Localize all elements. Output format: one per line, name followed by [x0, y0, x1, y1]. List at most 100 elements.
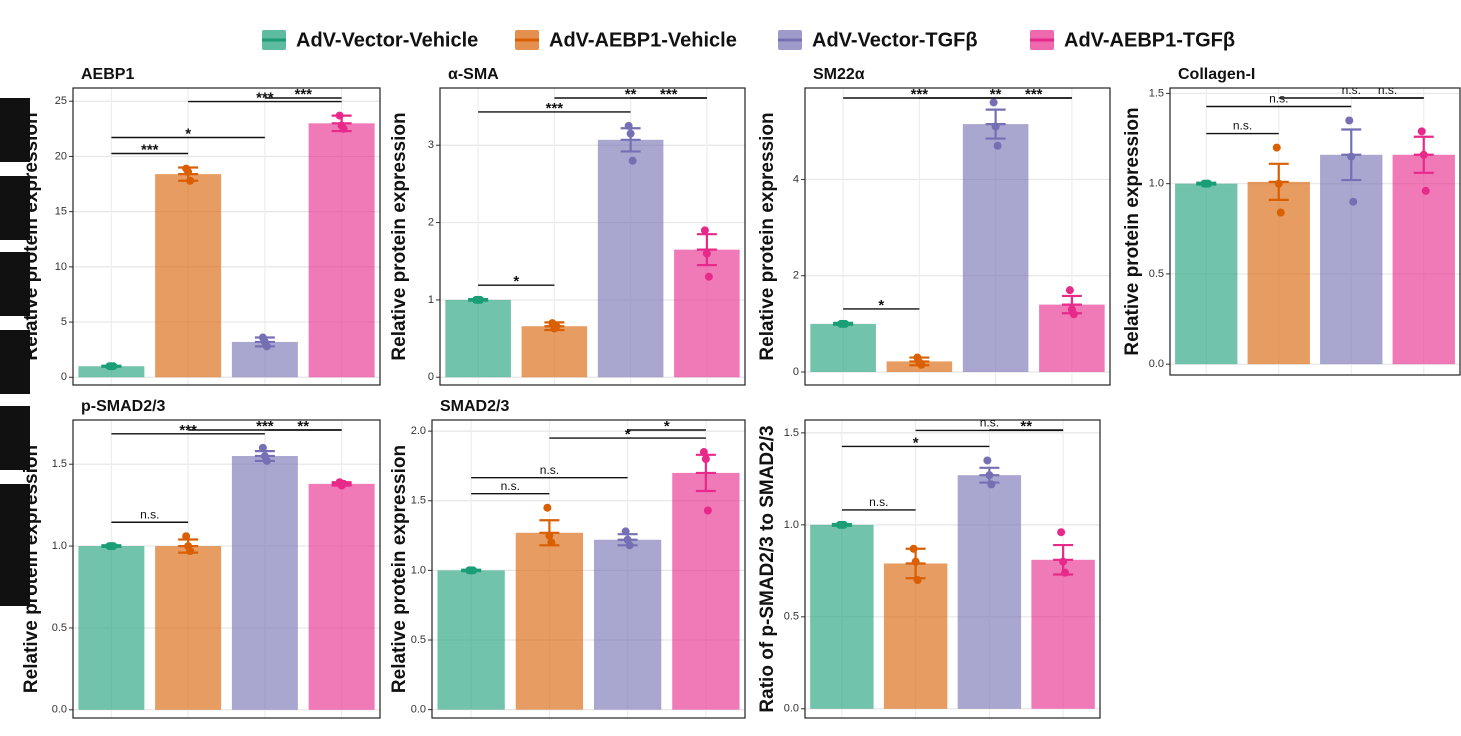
- data-point: [985, 471, 994, 480]
- bar: [597, 139, 664, 378]
- data-point: [109, 542, 118, 551]
- data-point: [543, 503, 552, 512]
- significance-label: *: [878, 297, 884, 314]
- y-tick-label: 2: [793, 270, 799, 282]
- significance-label: **: [1020, 418, 1032, 435]
- data-point: [701, 454, 710, 463]
- legend-label: AdV-Vector-TGFβ: [812, 29, 978, 51]
- data-point: [628, 156, 637, 165]
- significance-label: ***: [1025, 86, 1043, 103]
- significance-label: n.s.: [1233, 119, 1252, 133]
- data-point: [911, 557, 920, 566]
- bar: [521, 326, 588, 378]
- y-tick-label: 0: [793, 366, 799, 378]
- data-point: [339, 124, 348, 133]
- data-point: [1349, 197, 1358, 206]
- legend-label: AdV-AEBP1-TGFβ: [1064, 29, 1235, 51]
- data-point: [704, 272, 713, 281]
- significance-label: n.s.: [1378, 83, 1397, 97]
- data-point: [983, 456, 992, 465]
- panel-title: SM22α: [813, 66, 865, 83]
- plot-frame: [804, 419, 1101, 719]
- edge-bar: [0, 176, 30, 240]
- significance-label: n.s.: [140, 507, 159, 521]
- bar: [810, 524, 874, 709]
- bar: [308, 483, 375, 710]
- y-axis-label: Relative protein expression: [1122, 107, 1143, 355]
- y-tick-label: 0.0: [784, 703, 799, 715]
- data-point: [1419, 150, 1428, 159]
- data-point: [841, 319, 850, 328]
- y-axis-label: Relative protein expression: [21, 445, 42, 693]
- data-point: [469, 566, 478, 575]
- significance-label: n.s.: [980, 416, 999, 430]
- significance-label: ***: [660, 86, 678, 103]
- significance-label: *: [913, 434, 919, 451]
- y-tick-label: 1.0: [52, 540, 67, 552]
- edge-bar: [0, 98, 30, 162]
- y-tick-label: 0.0: [1149, 358, 1164, 370]
- y-tick-label: 4: [793, 173, 799, 185]
- plot-frame: [439, 87, 746, 386]
- data-point: [335, 111, 344, 120]
- bar: [883, 563, 948, 709]
- edge-bar: [0, 484, 30, 606]
- data-point: [991, 122, 1000, 131]
- bar: [445, 299, 511, 378]
- significance-label: ***: [546, 100, 564, 117]
- y-tick-label: 10: [55, 261, 67, 273]
- significance-label: ***: [141, 141, 159, 158]
- data-point: [987, 480, 996, 489]
- y-tick-label: 0.5: [411, 634, 426, 646]
- data-point: [700, 226, 709, 235]
- significance-label: *: [664, 418, 670, 435]
- data-point: [476, 295, 485, 304]
- bar: [155, 546, 222, 710]
- data-point: [1059, 557, 1068, 566]
- y-tick-label: 3: [428, 139, 434, 151]
- bar: [674, 249, 740, 378]
- y-axis-label: Relative protein expression: [21, 112, 42, 360]
- y-tick-label: 2: [428, 216, 434, 228]
- legend-label: AdV-Vector-Vehicle: [296, 29, 478, 51]
- plot-frame: [72, 419, 381, 719]
- bar: [1392, 154, 1455, 365]
- data-point: [703, 506, 712, 515]
- bar: [810, 323, 876, 373]
- y-tick-label: 1.0: [411, 564, 426, 576]
- y-tick-label: 1.5: [1149, 87, 1164, 99]
- edge-bar: [0, 330, 30, 394]
- data-point: [917, 360, 926, 369]
- bar: [957, 475, 1022, 709]
- significance-label: ***: [294, 86, 312, 103]
- data-point: [913, 576, 922, 585]
- data-point: [1347, 152, 1356, 161]
- edge-bar: [0, 406, 30, 470]
- y-axis-label: Relative protein expression: [389, 112, 410, 360]
- y-axis-label: Relative protein expression: [757, 112, 778, 360]
- y-tick-label: 1.0: [1149, 178, 1164, 190]
- data-point: [624, 121, 633, 130]
- significance-label: **: [990, 86, 1002, 103]
- significance-label: *: [625, 426, 631, 443]
- data-point: [339, 479, 348, 488]
- bar: [962, 124, 1029, 373]
- data-point: [1204, 179, 1213, 188]
- edge-bar: [0, 252, 30, 316]
- data-point: [989, 98, 998, 107]
- data-point: [993, 141, 1002, 150]
- bar: [437, 570, 505, 710]
- y-tick-label: 25: [55, 95, 67, 107]
- significance-label: n.s.: [501, 479, 520, 493]
- data-point: [626, 129, 635, 138]
- y-tick-label: 1.0: [784, 519, 799, 531]
- y-tick-label: 2.0: [411, 425, 426, 437]
- bar: [1320, 154, 1383, 365]
- y-tick-label: 1: [428, 294, 434, 306]
- data-point: [1069, 310, 1078, 319]
- data-point: [1065, 286, 1074, 295]
- data-point: [909, 544, 918, 553]
- plot-frame: [1169, 87, 1461, 376]
- y-tick-label: 1.5: [52, 458, 67, 470]
